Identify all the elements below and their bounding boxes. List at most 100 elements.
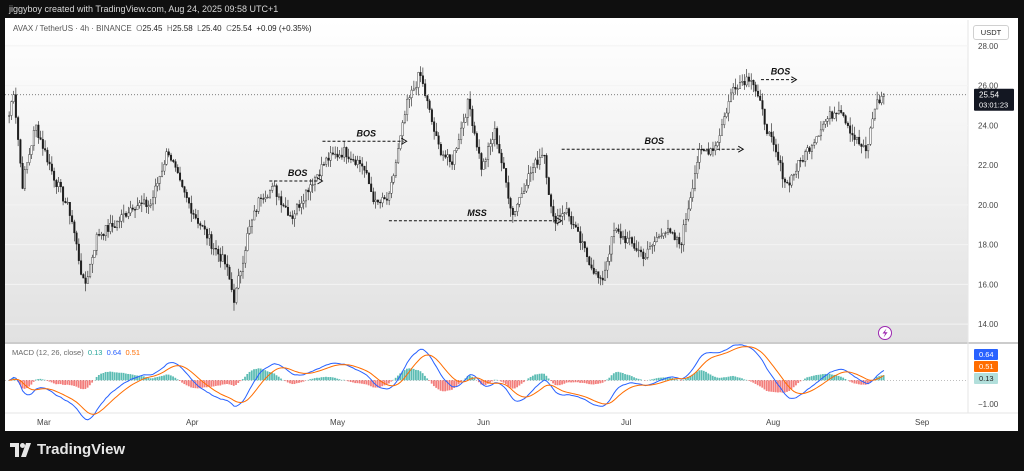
candle-down xyxy=(280,196,283,206)
macd-label[interactable]: MACD (12, 26, close) xyxy=(12,348,84,357)
macd-histogram-bar xyxy=(590,380,593,385)
macd-histogram-bar xyxy=(628,375,631,381)
macd-histogram-bar xyxy=(70,380,73,386)
macd-histogram-bar xyxy=(716,377,719,381)
lightning-icon[interactable] xyxy=(878,326,892,340)
macd-histogram-bar xyxy=(786,380,788,392)
candle-up xyxy=(250,219,253,227)
macd-histogram-bar xyxy=(675,379,678,381)
annotation-label[interactable]: BOS xyxy=(288,168,308,178)
macd-histogram-bar xyxy=(477,380,480,383)
candle-down xyxy=(298,204,301,208)
macd-histogram-bar xyxy=(817,374,820,381)
macd-histogram-bar xyxy=(217,380,219,386)
macd-histogram-bar xyxy=(687,377,689,381)
candle-down xyxy=(282,204,285,207)
change-value: +0.09 (+0.35%) xyxy=(256,24,312,33)
candle-down xyxy=(743,81,746,86)
candle-down xyxy=(176,167,179,174)
annotation-label[interactable]: BOS xyxy=(644,136,664,146)
macd-histogram-bar xyxy=(612,373,615,381)
macd-histogram-bar xyxy=(383,380,386,386)
macd-histogram-bar xyxy=(840,376,842,381)
macd-histogram-bar xyxy=(196,380,199,389)
macd-histogram-bar xyxy=(376,380,379,388)
macd-histogram-bar xyxy=(516,380,519,388)
price-pane-background xyxy=(5,20,968,342)
macd-histogram-bar xyxy=(25,380,28,389)
macd-value-tag-text: 0.13 xyxy=(979,374,994,383)
macd-histogram-bar xyxy=(320,377,323,381)
macd-histogram-bar xyxy=(599,380,602,384)
macd-histogram-bar xyxy=(210,380,213,387)
candle-up xyxy=(736,88,739,90)
candle-down xyxy=(102,233,105,237)
candle-down xyxy=(763,108,766,125)
macd-histogram-bar xyxy=(747,380,750,381)
macd-histogram-bar xyxy=(149,378,152,381)
macd-histogram-bar xyxy=(669,377,671,381)
candle-down xyxy=(365,170,368,174)
macd-histogram-bar xyxy=(655,378,658,381)
macd-histogram-bar xyxy=(289,380,291,384)
macd-histogram-bar xyxy=(46,380,49,381)
macd-histogram-bar xyxy=(277,376,280,381)
macd-histogram-bar xyxy=(88,380,91,386)
symbol-name[interactable]: AVAX / TetherUS · 4h · BINANCE xyxy=(13,24,132,33)
macd-histogram-bar xyxy=(329,377,332,381)
macd-histogram-bar xyxy=(259,368,262,381)
annotation-label[interactable]: BOS xyxy=(357,128,377,138)
annotation-label[interactable]: MSS xyxy=(467,208,487,218)
candle-up xyxy=(30,145,33,155)
currency-button[interactable]: USDT xyxy=(973,25,1009,40)
candle-down xyxy=(592,267,595,274)
candle-down xyxy=(75,232,78,245)
candle-down xyxy=(860,143,863,147)
candle-down xyxy=(433,121,436,132)
macd-histogram-bar xyxy=(781,380,784,393)
candle-up xyxy=(676,237,678,241)
candle-up xyxy=(248,226,251,234)
macd-histogram-bar xyxy=(651,379,653,381)
candle-down xyxy=(183,186,186,193)
candle-down xyxy=(172,160,175,162)
tradingview-logo[interactable]: TradingView xyxy=(10,441,125,458)
macd-histogram-bar xyxy=(118,372,120,381)
candle-up xyxy=(705,150,708,152)
macd-histogram-bar xyxy=(626,374,629,381)
candle-up xyxy=(622,236,625,239)
candle-up xyxy=(253,210,256,221)
macd-histogram-bar xyxy=(178,380,181,381)
macd-histogram-bar xyxy=(271,372,273,381)
candle-up xyxy=(221,254,224,262)
candle-up xyxy=(460,127,463,140)
candle-up xyxy=(581,241,584,243)
macd-histogram-bar xyxy=(100,373,102,381)
candle-down xyxy=(770,131,773,137)
candle-down xyxy=(82,274,85,279)
candle-down xyxy=(363,165,366,171)
candle-down xyxy=(673,232,676,241)
candle-up xyxy=(649,246,651,250)
candle-down xyxy=(597,271,600,278)
macd-histogram-bar xyxy=(428,380,431,381)
macd-histogram-bar xyxy=(603,380,606,382)
macd-histogram-bar xyxy=(484,380,487,385)
annotation-label[interactable]: BOS xyxy=(771,67,791,77)
candle-up xyxy=(797,160,800,172)
macd-histogram-bar xyxy=(421,373,424,381)
candle-down xyxy=(327,157,330,161)
candle-down xyxy=(14,94,17,118)
candle-up xyxy=(482,161,485,170)
macd-histogram-bar xyxy=(399,373,402,381)
candle-up xyxy=(561,213,564,217)
candle-down xyxy=(194,214,197,219)
macd-histogram-bar xyxy=(673,378,676,381)
candle-up xyxy=(604,269,607,281)
macd-histogram-bar xyxy=(300,380,303,383)
candle-up xyxy=(453,150,456,165)
candle-down xyxy=(224,254,226,265)
candle-up xyxy=(268,190,271,198)
candle-down xyxy=(197,217,200,224)
